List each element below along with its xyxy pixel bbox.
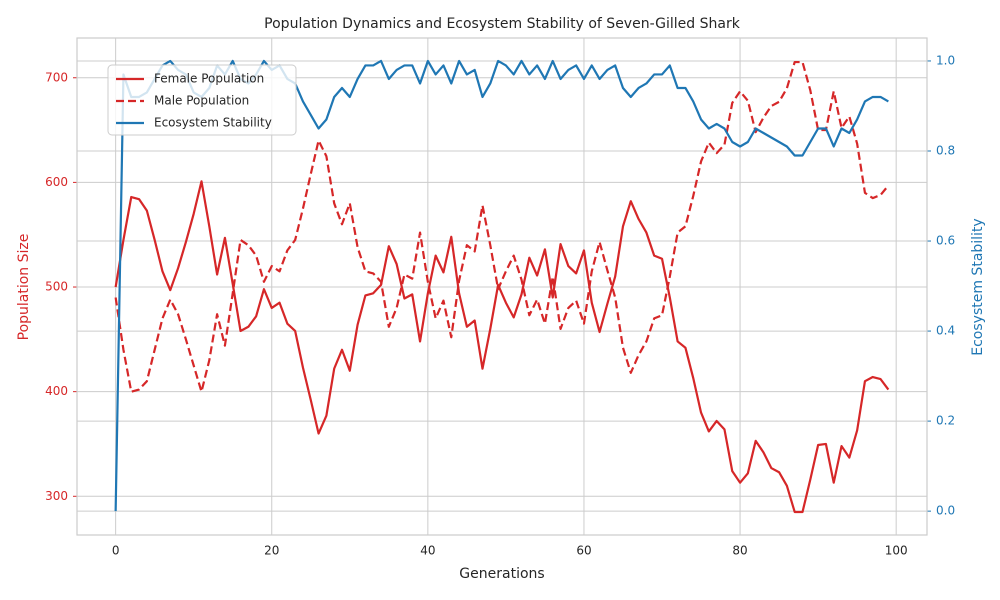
y2-tick-label: 0.8 xyxy=(936,143,955,157)
y2-tick-label: 0.0 xyxy=(936,504,955,518)
y2-tick-label: 0.2 xyxy=(936,414,955,428)
x-tick-label: 0 xyxy=(112,544,120,558)
y2-axis-label: Ecosystem Stability xyxy=(970,218,986,355)
legend-label: Ecosystem Stability xyxy=(154,116,272,130)
series-line xyxy=(114,180,890,514)
x-tick-label: 40 xyxy=(420,544,435,558)
y2-tick-label: 1.0 xyxy=(936,53,955,67)
y-tick-label: 500 xyxy=(45,280,68,294)
plot-frame xyxy=(76,37,928,536)
legend-label: Female Population xyxy=(154,72,264,86)
y-tick-label: 700 xyxy=(45,70,68,84)
x-tick-label: 80 xyxy=(732,544,747,558)
y-tick-label: 400 xyxy=(45,384,68,398)
x-axis-label: Generations xyxy=(459,566,544,582)
series-line xyxy=(114,60,890,393)
y-axis-label: Population Size xyxy=(16,234,32,341)
x-tick-label: 20 xyxy=(264,544,279,558)
y2-tick-label: 0.6 xyxy=(936,234,955,248)
legend-label: Male Population xyxy=(154,94,249,108)
legend: Female Population Male Population Ecosyste… xyxy=(107,64,297,136)
x-tick-label: 60 xyxy=(576,544,591,558)
chart-title: Population Dynamics and Ecosystem Stabil… xyxy=(264,16,741,32)
x-tick-label: 100 xyxy=(885,544,908,558)
y-tick-label: 600 xyxy=(45,175,68,189)
legend-box xyxy=(107,64,297,136)
y-tick-label: 300 xyxy=(45,489,68,503)
y2-tick-label: 0.4 xyxy=(936,324,955,338)
